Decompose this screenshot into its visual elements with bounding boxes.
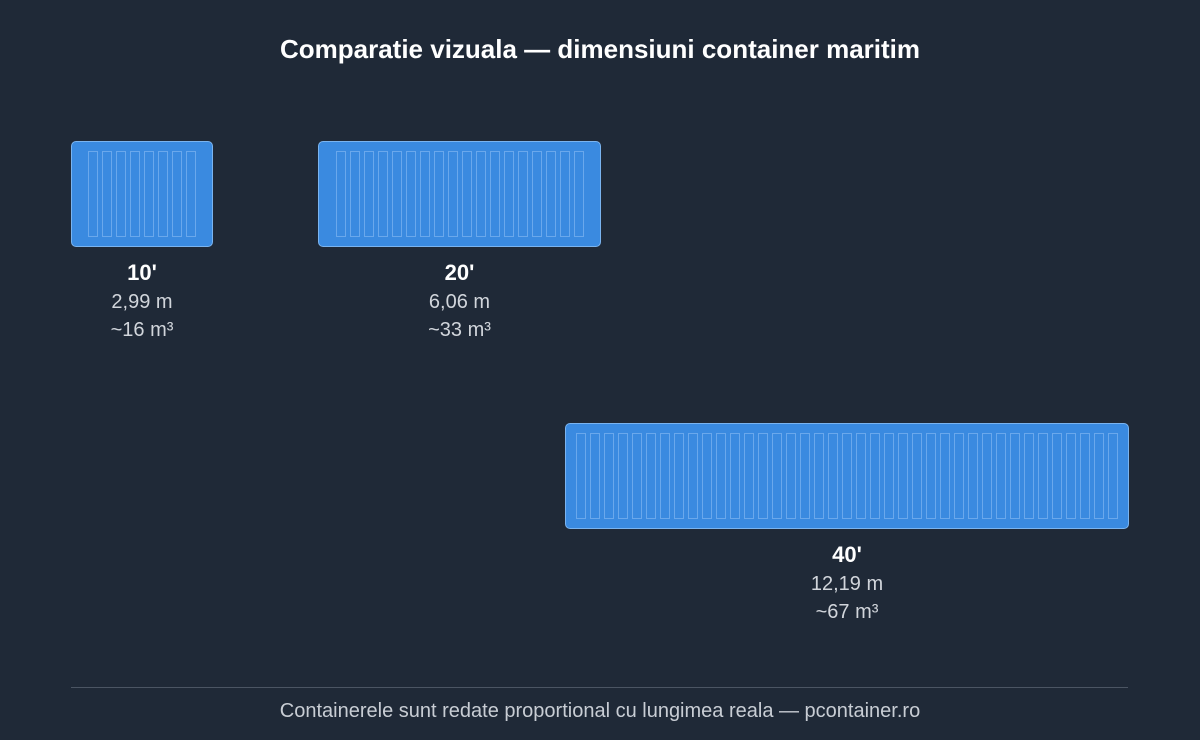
container-rib xyxy=(349,151,360,237)
container-rib xyxy=(531,151,542,237)
container-rib xyxy=(1052,433,1062,519)
container-rib xyxy=(772,433,782,519)
container-rib xyxy=(674,433,684,519)
container-rib xyxy=(433,151,444,237)
container-volume: ~16 m³ xyxy=(110,319,174,341)
container-rib xyxy=(363,151,374,237)
divider xyxy=(71,687,1128,688)
container-10ft-label: 10' 2,99 m ~16 m³ xyxy=(71,258,213,344)
container-rib xyxy=(702,433,712,519)
container-rib xyxy=(996,433,1006,519)
container-rib xyxy=(800,433,810,519)
container-name: 10' xyxy=(127,260,157,285)
container-rib xyxy=(391,151,402,237)
container-rib xyxy=(335,151,346,237)
container-rib xyxy=(102,151,112,237)
container-rib xyxy=(982,433,992,519)
footer-note: Containerele sunt redate proportional cu… xyxy=(279,700,921,722)
container-rib xyxy=(447,151,458,237)
container-rib xyxy=(898,433,908,519)
container-length: 2,99 m xyxy=(111,291,173,313)
container-volume: ~33 m³ xyxy=(428,319,491,341)
container-rib xyxy=(604,433,614,519)
container-rib xyxy=(144,151,154,237)
container-name: 40' xyxy=(832,542,862,567)
container-rib xyxy=(1094,433,1104,519)
container-rib xyxy=(377,151,388,237)
container-rib xyxy=(419,151,430,237)
container-length: 6,06 m xyxy=(428,291,491,313)
container-rib xyxy=(758,433,768,519)
container-rib xyxy=(172,151,182,237)
container-rib xyxy=(870,433,880,519)
container-rib xyxy=(968,433,978,519)
container-20ft xyxy=(318,141,601,247)
container-rib xyxy=(590,433,600,519)
container-rib xyxy=(503,151,514,237)
container-rib xyxy=(744,433,754,519)
container-volume: ~67 m³ xyxy=(815,601,879,623)
container-rib xyxy=(618,433,628,519)
page-title: Comparatie vizuala — dimensiuni containe… xyxy=(279,34,921,64)
container-rib xyxy=(1038,433,1048,519)
container-rib xyxy=(489,151,500,237)
container-40ft-label: 40' 12,19 m ~67 m³ xyxy=(565,540,1129,626)
container-rib xyxy=(1066,433,1076,519)
container-rib xyxy=(130,151,140,237)
container-rib xyxy=(884,433,894,519)
container-40ft xyxy=(565,423,1129,529)
container-rib xyxy=(730,433,740,519)
container-rib xyxy=(814,433,824,519)
container-rib xyxy=(475,151,486,237)
container-rib xyxy=(576,433,586,519)
container-rib xyxy=(842,433,852,519)
container-name: 20' xyxy=(444,260,475,285)
container-rib xyxy=(646,433,656,519)
container-rib xyxy=(1108,433,1118,519)
container-rib xyxy=(828,433,838,519)
container-20ft-label: 20' 6,06 m ~33 m³ xyxy=(318,258,601,344)
container-rib xyxy=(688,433,698,519)
container-10ft xyxy=(71,141,213,247)
container-rib xyxy=(545,151,556,237)
container-rib xyxy=(88,151,98,237)
container-rib xyxy=(559,151,570,237)
container-rib xyxy=(1024,433,1034,519)
container-rib xyxy=(186,151,196,237)
container-rib xyxy=(940,433,950,519)
container-rib xyxy=(116,151,126,237)
container-rib xyxy=(405,151,416,237)
container-rib xyxy=(954,433,964,519)
container-rib xyxy=(912,433,922,519)
container-rib xyxy=(517,151,528,237)
container-rib xyxy=(1080,433,1090,519)
container-rib xyxy=(786,433,796,519)
container-rib xyxy=(573,151,584,237)
container-rib xyxy=(461,151,472,237)
container-rib xyxy=(856,433,866,519)
container-length: 12,19 m xyxy=(810,573,884,595)
container-rib xyxy=(158,151,168,237)
container-rib xyxy=(660,433,670,519)
container-rib xyxy=(926,433,936,519)
container-rib xyxy=(1010,433,1020,519)
container-rib xyxy=(632,433,642,519)
container-rib xyxy=(716,433,726,519)
